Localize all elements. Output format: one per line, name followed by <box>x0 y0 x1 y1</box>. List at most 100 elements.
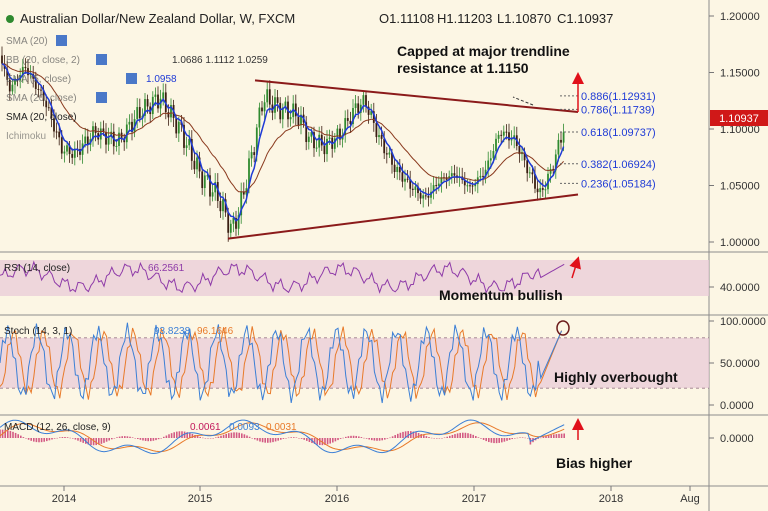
macd-hist-bar <box>342 437 344 439</box>
macd-hist-bar <box>412 431 415 438</box>
candle-body <box>203 175 206 189</box>
macd-hist-bar <box>134 438 136 439</box>
settings-icon[interactable] <box>96 92 107 103</box>
macd-hist-bar <box>267 438 269 443</box>
macd-hist-bar <box>144 438 147 441</box>
macd-hist-bar <box>324 438 326 445</box>
candle-body <box>47 107 50 109</box>
candle-body <box>50 107 53 119</box>
candle-body <box>86 136 89 145</box>
candle-body <box>53 118 55 132</box>
macd-hist-bar <box>352 435 355 438</box>
candle-body <box>289 117 292 120</box>
macd-hist-bar <box>43 438 45 442</box>
macd-hist-bar <box>480 438 482 439</box>
macd-hist-bar <box>282 438 285 439</box>
indicator-label[interactable]: EMA (5, close) <box>6 74 71 85</box>
price-tag <box>710 110 768 126</box>
stoch-label[interactable]: Stoch (14, 3, 1) <box>4 326 72 337</box>
candle-body <box>177 121 180 134</box>
macd-line <box>0 419 565 455</box>
indicator-label[interactable]: SMA (20, close) <box>6 93 77 104</box>
macd-hist-bar <box>371 438 373 441</box>
macd-hist-bar <box>443 437 446 439</box>
stoch-tick-label: 50.0000 <box>720 358 760 370</box>
macd-hist-bar <box>485 438 487 442</box>
macd-hist-bar <box>329 438 331 444</box>
macd-hist-bar <box>150 438 152 442</box>
ema-line <box>1 62 565 222</box>
macd-signal-value: 0.0031 <box>266 422 297 433</box>
candle-body <box>224 199 227 213</box>
indicator-label[interactable]: SMA (20, close) <box>6 112 77 123</box>
candle-body <box>352 107 354 125</box>
candle-body <box>318 134 321 148</box>
candle-body <box>66 145 68 152</box>
macd-hist-bar <box>246 435 248 438</box>
macd-hist-bar <box>103 438 105 443</box>
rsi-label[interactable]: RSI (14, close) <box>4 263 70 274</box>
macd-hist-bar <box>368 438 370 440</box>
ohlc-low: L1.10870 <box>497 11 551 26</box>
macd-hist-bar <box>381 438 383 441</box>
candle-body <box>34 78 37 89</box>
macd-hist-bar <box>35 438 38 443</box>
stoch-d-line <box>0 326 563 400</box>
macd-hist-bar <box>222 434 225 438</box>
settings-icon[interactable] <box>56 35 67 46</box>
macd-hist-bar <box>98 438 100 445</box>
candle-body <box>479 175 482 178</box>
candle-body <box>229 223 232 233</box>
macd-hist-bar <box>56 437 58 439</box>
candle-body <box>102 128 105 132</box>
macd-hist-bar <box>254 438 256 440</box>
indicator-label[interactable]: BB (20, close, 2) <box>6 55 80 66</box>
indicator-label[interactable]: Ichimoku <box>6 131 46 142</box>
candle-body <box>432 185 435 192</box>
macd-label[interactable]: MACD (12, 26, close, 9) <box>4 422 111 433</box>
macd-hist-bar <box>477 437 480 438</box>
macd-hist-bar <box>519 437 521 438</box>
chart-title[interactable]: Australian Dollar/New Zealand Dollar, W,… <box>20 11 295 26</box>
macd-hist-bar <box>82 438 84 443</box>
settings-icon[interactable] <box>96 54 107 65</box>
candle-body <box>297 116 300 126</box>
settings-icon[interactable] <box>126 73 137 84</box>
macd-hist-bar <box>295 437 298 438</box>
macd-hist-bar <box>490 438 493 443</box>
macd-hist-bar <box>202 437 204 439</box>
macd-hist-bar <box>394 435 396 438</box>
macd-hist-bar <box>420 434 422 438</box>
candle-body <box>162 92 165 99</box>
macd-hist-bar <box>545 435 547 438</box>
resistance-trendline[interactable] <box>254 79 579 114</box>
macd-hist-bar <box>118 436 121 438</box>
macd-hist-bar <box>124 436 126 438</box>
candle-body <box>45 100 48 108</box>
macd-hist-bar <box>493 438 495 444</box>
candle-body <box>136 107 139 120</box>
indicator-label[interactable]: SMA (20) <box>6 36 48 47</box>
macd-hist-bar <box>451 434 454 438</box>
candle-body <box>115 145 118 147</box>
candle-body <box>536 188 539 193</box>
candle-body <box>266 89 269 103</box>
candle-body <box>346 118 349 121</box>
support-trendline[interactable] <box>227 193 579 240</box>
candle-body <box>55 131 58 133</box>
macd-hist-bar <box>378 438 381 441</box>
macd-hist-bar <box>287 437 290 439</box>
macd-hist-bar <box>316 438 318 445</box>
indicator-values: 1.0958 <box>146 74 177 85</box>
candle-body <box>541 188 544 190</box>
macd-hist-bar <box>207 438 209 439</box>
candle-body <box>430 191 432 198</box>
macd-hist-bar <box>464 432 467 438</box>
candle-body <box>365 95 367 107</box>
macd-hist-bar <box>285 438 287 439</box>
macd-hist-bar <box>46 438 48 442</box>
time-tick-label: 2018 <box>599 493 623 505</box>
candle-body <box>68 145 71 155</box>
candle-body <box>323 145 326 155</box>
